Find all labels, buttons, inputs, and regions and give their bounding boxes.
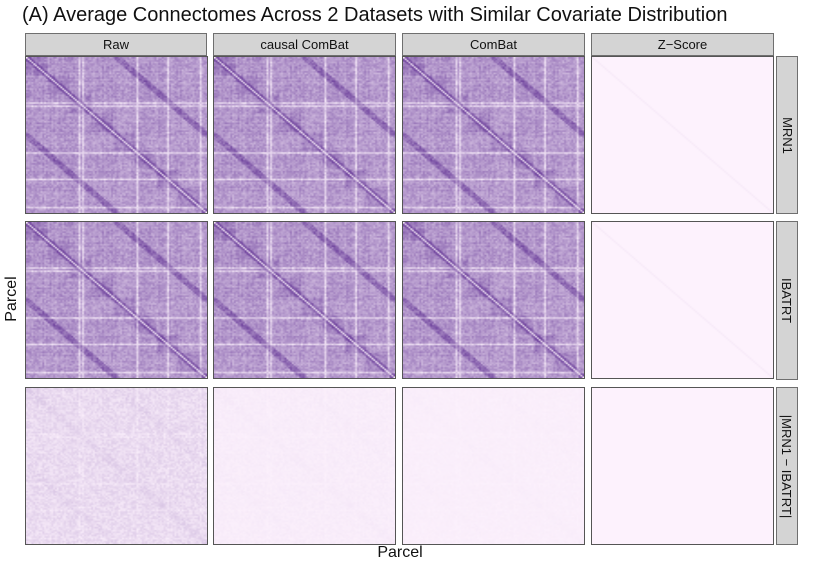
heatmap-canvas	[214, 388, 395, 544]
column-strip-raw: Raw	[25, 33, 207, 56]
heatmap-canvas	[403, 388, 584, 544]
row-strip-label: MRN1	[779, 116, 795, 154]
heatmap-canvas	[26, 222, 207, 378]
heatmap-panel	[402, 56, 585, 214]
heatmap-canvas	[26, 388, 207, 544]
heatmap-panel	[402, 387, 585, 545]
row-strip-label: IBATRT	[779, 277, 795, 324]
heatmap-canvas	[214, 222, 395, 378]
heatmap-canvas	[403, 222, 584, 378]
y-axis-label: Parcel	[3, 276, 20, 322]
heatmap-canvas	[26, 57, 207, 213]
row-strip-mrn1: MRN1	[776, 56, 798, 214]
column-strip-causal-combat: causal ComBat	[213, 33, 396, 56]
heatmap-panel	[25, 56, 208, 214]
heatmap-panel	[213, 56, 396, 214]
heatmap-canvas	[403, 57, 584, 213]
heatmap-panel	[25, 221, 208, 379]
heatmap-canvas	[592, 57, 773, 213]
heatmap-canvas	[592, 222, 773, 378]
column-strip-zscore: Z−Score	[591, 33, 774, 56]
heatmap-panel	[591, 56, 774, 214]
heatmap-panel	[591, 387, 774, 545]
heatmap-panel	[591, 221, 774, 379]
x-axis-label: Parcel	[377, 544, 423, 561]
heatmap-panel	[213, 221, 396, 379]
heatmap-canvas	[214, 57, 395, 213]
column-strip-combat: ComBat	[402, 33, 585, 56]
row-strip-difference: |MRN1 − IBATRT|	[776, 387, 798, 545]
chart-title: (A) Average Connectomes Across 2 Dataset…	[22, 4, 728, 26]
heatmap-panel	[25, 387, 208, 545]
row-strip-label: |MRN1 − IBATRT|	[779, 414, 795, 518]
heatmap-panel	[402, 221, 585, 379]
heatmap-canvas	[592, 388, 773, 544]
heatmap-panel	[213, 387, 396, 545]
row-strip-ibatrt: IBATRT	[776, 221, 798, 380]
